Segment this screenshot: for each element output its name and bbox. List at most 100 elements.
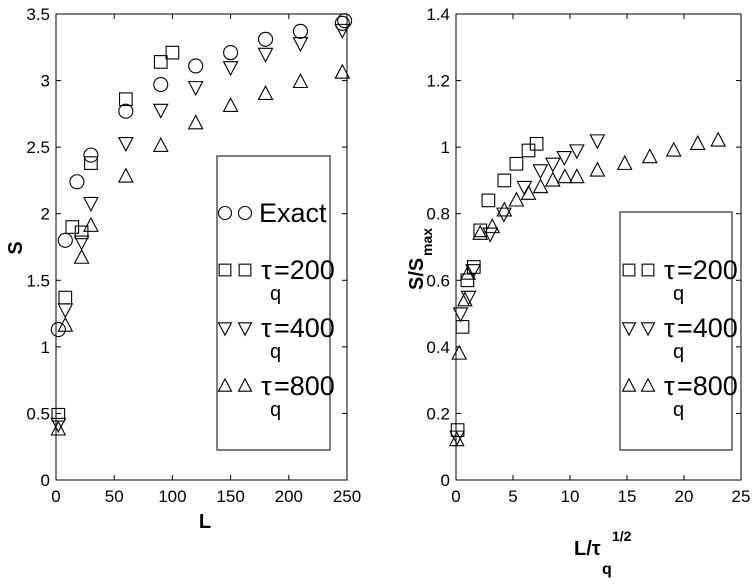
y-axis-label: S/S xyxy=(406,258,428,290)
data-point-square xyxy=(74,225,89,240)
data-point-triangle-up xyxy=(496,201,513,217)
data-point-circle xyxy=(83,147,99,163)
y-tick-label: 2 xyxy=(41,205,50,224)
data-point-triangle-down xyxy=(187,81,204,97)
y-axis-label: S xyxy=(5,241,27,254)
y-tick-label: 1.5 xyxy=(26,271,50,290)
x-tick-label: 0 xyxy=(451,487,460,506)
legend-subscript: q xyxy=(270,283,281,305)
legend-label: =400 xyxy=(274,313,335,343)
data-point-triangle-up xyxy=(472,224,489,240)
data-point-triangle-up xyxy=(222,96,239,113)
x-tick-label: 0 xyxy=(51,487,60,506)
data-point-square xyxy=(529,136,544,151)
x-tick-label: 5 xyxy=(508,487,517,506)
data-point-triangle-up xyxy=(641,148,658,164)
data-point-square xyxy=(509,156,524,171)
data-point-circle xyxy=(257,31,274,47)
legend-label: =200 xyxy=(274,255,335,285)
data-point-square xyxy=(84,156,98,170)
data-point-triangle-down xyxy=(544,157,561,173)
data-point-triangle-down xyxy=(73,235,90,251)
data-point-triangle-up xyxy=(665,141,682,157)
data-point-triangle-down xyxy=(568,144,585,160)
data-point-triangle-down xyxy=(222,61,239,77)
data-point-triangle-up xyxy=(257,85,274,101)
data-point-triangle-up xyxy=(484,218,501,234)
data-point-triangle-up xyxy=(334,63,351,79)
data-point-circle xyxy=(153,77,169,93)
data-point-square xyxy=(58,290,73,305)
y-tick-label: 3 xyxy=(41,72,50,91)
legend-marker-triangle-down xyxy=(640,322,656,337)
legend-subscript: q xyxy=(673,399,684,421)
legend-marker-triangle-up xyxy=(237,377,253,392)
legend-marker-triangle-up xyxy=(217,377,233,392)
data-point-triangle-up xyxy=(292,73,309,89)
legend-tau: τ xyxy=(664,313,675,343)
data-point-triangle-down xyxy=(532,164,549,180)
x-axis-label: L xyxy=(199,511,211,533)
data-point-triangle-up xyxy=(568,168,585,184)
data-point-triangle-up xyxy=(448,431,465,447)
legend-marker-triangle-up xyxy=(640,377,656,392)
legend-label: =800 xyxy=(274,371,335,401)
data-point-triangle-up xyxy=(556,168,573,184)
legend-marker-circle xyxy=(237,205,253,221)
y-tick-label: 1.4 xyxy=(426,5,450,24)
data-point-triangle-down xyxy=(556,150,573,167)
y-tick-label: 1 xyxy=(441,138,450,157)
data-point-square xyxy=(450,423,465,437)
legend-marker-square xyxy=(218,263,232,277)
data-point-triangle-up xyxy=(50,420,67,436)
data-point-square xyxy=(51,407,66,422)
y-tick-label: 2.5 xyxy=(26,138,50,157)
legend-label: =400 xyxy=(677,313,738,343)
data-point-triangle-down xyxy=(460,290,477,306)
data-point-square xyxy=(165,45,180,60)
data-point-triangle-down xyxy=(495,207,512,223)
legend-marker-triangle-up xyxy=(621,377,637,392)
legend-label: Exact xyxy=(259,198,327,228)
y-tick-label: 0.2 xyxy=(426,404,450,423)
legend-subscript: q xyxy=(673,283,684,305)
y-tick-label: 0.5 xyxy=(26,404,50,423)
data-point-triangle-up xyxy=(520,184,537,200)
legend-label: =200 xyxy=(677,255,738,285)
data-point-triangle-up xyxy=(532,178,549,194)
data-point-square xyxy=(455,320,470,334)
data-point-circle xyxy=(57,232,73,248)
data-point-triangle-down xyxy=(117,136,134,153)
y-tick-label: 0.8 xyxy=(426,205,450,224)
x-tick-label: 25 xyxy=(732,487,751,506)
legend-subscript: q xyxy=(270,341,281,363)
legend-tau: τ xyxy=(261,255,272,285)
data-point-triangle-down xyxy=(152,103,169,119)
data-point-square xyxy=(481,193,496,208)
y-axis-label-subscript: max xyxy=(419,228,435,256)
data-point-circle xyxy=(337,13,353,29)
data-point-circle xyxy=(292,23,308,39)
data-point-square xyxy=(153,55,168,69)
legend-label: =800 xyxy=(677,371,738,401)
chart-panel-2: 0 5 10 15 20 2500.20.40.60.811.21.4τq=200τq=4… xyxy=(406,5,750,578)
data-point-circle xyxy=(118,103,134,119)
data-point-triangle-down xyxy=(465,264,482,280)
data-point-triangle-up xyxy=(57,316,74,332)
data-point-triangle-up xyxy=(187,114,204,130)
data-point-triangle-down xyxy=(452,307,469,323)
data-point-triangle-up xyxy=(689,134,706,150)
data-point-triangle-down xyxy=(292,37,309,53)
x-axis-label: L/τ xyxy=(574,538,601,560)
legend-marker-square xyxy=(641,263,655,277)
data-point-square xyxy=(497,173,512,188)
legend-subscript: q xyxy=(270,399,281,421)
plot-area xyxy=(455,13,742,481)
legend-marker-square xyxy=(238,263,252,277)
legend-marker-circle xyxy=(217,205,233,221)
legend-marker-triangle-down xyxy=(621,322,637,337)
data-point-triangle-up xyxy=(508,191,525,207)
data-point-triangle-down xyxy=(589,134,606,150)
y-tick-label: 3.5 xyxy=(26,5,50,24)
